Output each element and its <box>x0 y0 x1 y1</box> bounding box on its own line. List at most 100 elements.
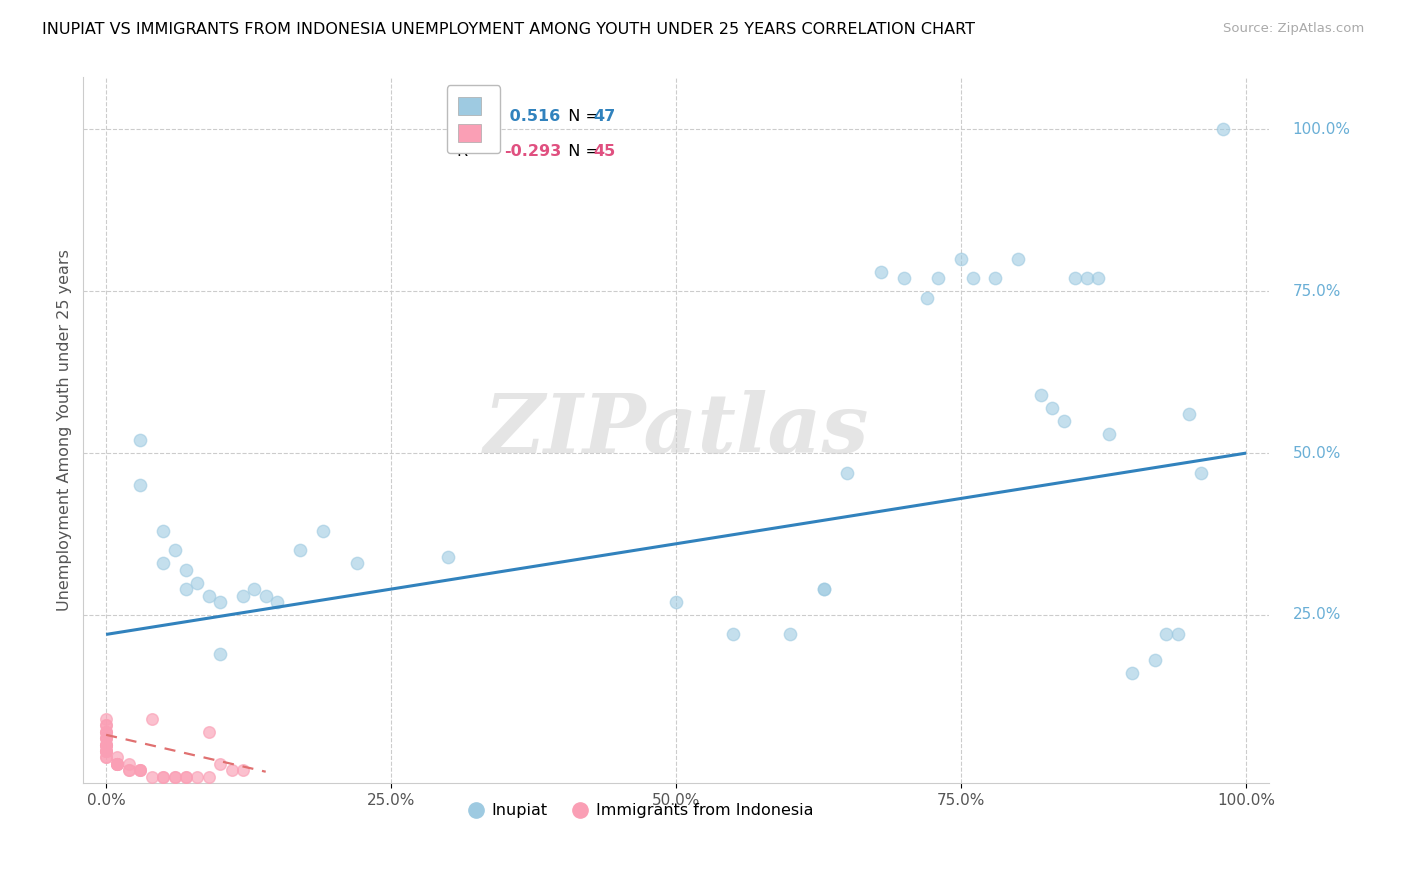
Point <box>118 764 141 778</box>
Y-axis label: Unemployment Among Youth under 25 years: Unemployment Among Youth under 25 years <box>58 250 72 611</box>
Point <box>107 756 129 771</box>
Point <box>962 271 984 285</box>
Point <box>1076 271 1098 285</box>
Point <box>94 738 117 752</box>
Point <box>186 575 208 590</box>
Point <box>94 744 117 758</box>
Point <box>118 756 141 771</box>
Legend: Inupiat, Immigrants from Indonesia: Inupiat, Immigrants from Indonesia <box>461 797 820 825</box>
Point <box>837 466 859 480</box>
Point <box>915 291 938 305</box>
Point <box>243 582 266 596</box>
Point <box>186 770 208 784</box>
Point <box>152 770 174 784</box>
Point <box>94 744 117 758</box>
Point <box>1156 627 1178 641</box>
Point <box>118 764 141 778</box>
Point <box>163 770 186 784</box>
Point <box>1007 252 1029 266</box>
Point <box>893 271 915 285</box>
Point <box>94 724 117 739</box>
Point <box>779 627 801 641</box>
Point <box>197 589 219 603</box>
Point <box>927 271 949 285</box>
Point <box>94 724 117 739</box>
Text: N =: N = <box>558 109 603 124</box>
Point <box>94 738 117 752</box>
Point <box>254 589 277 603</box>
Point <box>107 756 129 771</box>
Point <box>129 764 152 778</box>
Point <box>1053 414 1076 428</box>
Point <box>94 718 117 732</box>
Point <box>1167 627 1189 641</box>
Point <box>94 738 117 752</box>
Point <box>163 543 186 558</box>
Point <box>1098 426 1121 441</box>
Point <box>94 738 117 752</box>
Point <box>1189 466 1212 480</box>
Point <box>813 582 835 596</box>
Point <box>94 744 117 758</box>
Text: 25.0%: 25.0% <box>1292 607 1341 623</box>
Point <box>174 770 197 784</box>
Point <box>1029 388 1052 402</box>
Text: R =: R = <box>457 109 492 124</box>
Point <box>174 563 197 577</box>
Point <box>266 595 288 609</box>
Point <box>94 750 117 764</box>
Point <box>129 764 152 778</box>
Point <box>141 770 163 784</box>
Point <box>437 549 460 564</box>
Text: 45: 45 <box>593 145 616 159</box>
Point <box>107 756 129 771</box>
Point <box>174 770 197 784</box>
Point <box>94 750 117 764</box>
Point <box>1042 401 1064 415</box>
Point <box>197 770 219 784</box>
Text: Source: ZipAtlas.com: Source: ZipAtlas.com <box>1223 22 1364 36</box>
Point <box>288 543 311 558</box>
Point <box>107 756 129 771</box>
Point <box>813 582 835 596</box>
Point <box>152 556 174 570</box>
Text: 75.0%: 75.0% <box>1292 284 1341 299</box>
Text: 47: 47 <box>593 109 616 124</box>
Point <box>107 756 129 771</box>
Point <box>94 712 117 726</box>
Point <box>232 589 254 603</box>
Point <box>721 627 744 641</box>
Point <box>870 265 893 279</box>
Point <box>1178 407 1201 421</box>
Point <box>221 764 243 778</box>
Point <box>950 252 973 266</box>
Point <box>94 724 117 739</box>
Point <box>232 764 254 778</box>
Point <box>152 770 174 784</box>
Text: 100.0%: 100.0% <box>1292 121 1351 136</box>
Point <box>209 756 232 771</box>
Point <box>209 647 232 661</box>
Point <box>312 524 335 538</box>
Point <box>197 724 219 739</box>
Point <box>209 595 232 609</box>
Point <box>94 744 117 758</box>
Point <box>984 271 1007 285</box>
Point <box>174 582 197 596</box>
Point <box>346 556 368 570</box>
Point <box>1064 271 1087 285</box>
Point <box>129 433 152 447</box>
Text: 50.0%: 50.0% <box>1292 446 1341 460</box>
Point <box>1212 122 1234 136</box>
Text: 0.516: 0.516 <box>505 109 561 124</box>
Point <box>94 718 117 732</box>
Point <box>152 524 174 538</box>
Point <box>107 750 129 764</box>
Point <box>1121 666 1143 681</box>
Text: INUPIAT VS IMMIGRANTS FROM INDONESIA UNEMPLOYMENT AMONG YOUTH UNDER 25 YEARS COR: INUPIAT VS IMMIGRANTS FROM INDONESIA UNE… <box>42 22 976 37</box>
Point <box>141 712 163 726</box>
Text: ZIPatlas: ZIPatlas <box>484 391 869 470</box>
Point <box>94 731 117 745</box>
Text: R =: R = <box>457 145 492 159</box>
Point <box>129 478 152 492</box>
